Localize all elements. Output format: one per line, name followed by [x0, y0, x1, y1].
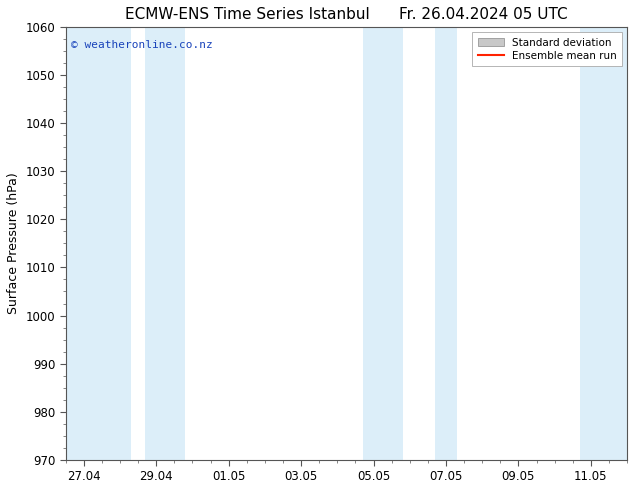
- Text: © weatheronline.co.nz: © weatheronline.co.nz: [71, 40, 213, 50]
- Title: ECMW-ENS Time Series Istanbul      Fr. 26.04.2024 05 UTC: ECMW-ENS Time Series Istanbul Fr. 26.04.…: [125, 7, 567, 22]
- Bar: [435, 27, 457, 460]
- Bar: [363, 27, 403, 460]
- Bar: [66, 27, 131, 460]
- Legend: Standard deviation, Ensemble mean run: Standard deviation, Ensemble mean run: [472, 32, 622, 66]
- Y-axis label: Surface Pressure (hPa): Surface Pressure (hPa): [7, 172, 20, 314]
- Bar: [145, 27, 185, 460]
- Bar: [580, 27, 627, 460]
